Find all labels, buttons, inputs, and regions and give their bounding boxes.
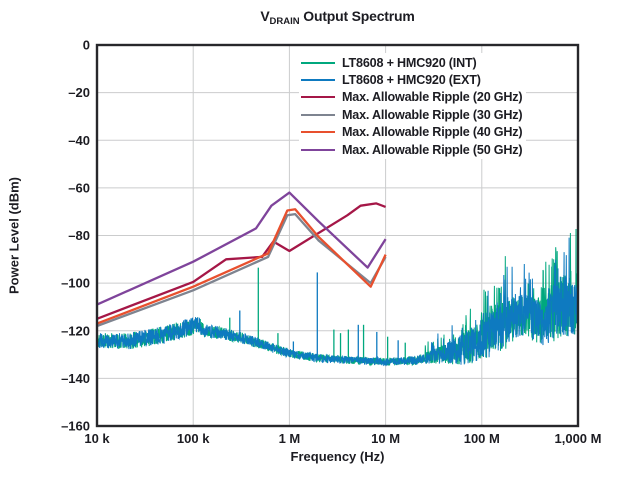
y-tick-label: –40: [68, 133, 90, 148]
y-tick-label: –120: [61, 323, 90, 338]
legend-swatch-ripple-40ghz: [301, 131, 335, 134]
legend-swatch-lt8608-hmc920-int: [301, 61, 335, 64]
legend-swatch-ripple-20ghz: [301, 96, 335, 99]
y-tick-label: –140: [61, 371, 90, 386]
x-tick-label: 10 M: [371, 431, 400, 446]
series-lt8608-hmc920-ext: [96, 237, 579, 367]
legend-row-lt8608-hmc920-ext: LT8608 + HMC920 (EXT): [301, 71, 522, 88]
legend-label-lt8608-hmc920-ext: LT8608 + HMC920 (EXT): [342, 73, 481, 88]
chart-title-prefix: V: [260, 8, 270, 24]
x-tick-label: 100 k: [177, 431, 210, 446]
legend: LT8608 + HMC920 (INT) LT8608 + HMC920 (EX…: [299, 53, 527, 160]
plot-frame: [95, 43, 580, 428]
chart-title: VDRAIN Output Spectrum: [97, 8, 578, 27]
legend-label-lt8608-hmc920-int: LT8608 + HMC920 (INT): [342, 55, 477, 70]
x-tick-label: 1,000 M: [555, 431, 602, 446]
legend-label-ripple-30ghz: Max. Allowable Ripple (30 GHz): [342, 107, 523, 122]
legend-swatch-ripple-50ghz: [301, 148, 335, 151]
legend-label-ripple-50ghz: Max. Allowable Ripple (50 GHz): [342, 142, 523, 157]
y-tick-label: –100: [61, 276, 90, 291]
legend-row-ripple-20ghz: Max. Allowable Ripple (20 GHz): [301, 89, 523, 106]
y-tick-label: 0: [83, 38, 90, 53]
x-tick-label: 100 M: [464, 431, 500, 446]
legend-row-ripple-50ghz: Max. Allowable Ripple (50 GHz): [301, 141, 523, 158]
legend-row-ripple-40ghz: Max. Allowable Ripple (40 GHz): [301, 124, 523, 141]
series-ripple-30ghz: [96, 212, 387, 328]
legend-swatch-lt8608-hmc920-ext: [301, 79, 335, 82]
legend-swatch-ripple-30ghz: [301, 113, 335, 116]
y-tick-label: –20: [68, 85, 90, 100]
x-tick-label: 10 k: [84, 431, 110, 446]
series-ripple-20ghz: [96, 202, 387, 320]
legend-label-ripple-20ghz: Max. Allowable Ripple (20 GHz): [342, 90, 523, 105]
series-ripple-40ghz: [96, 208, 387, 325]
y-tick-label: –60: [68, 180, 90, 195]
x-axis-title: Frequency (Hz): [290, 449, 385, 464]
y-tick-label: –80: [68, 228, 90, 243]
legend-row-ripple-30ghz: Max. Allowable Ripple (30 GHz): [301, 106, 523, 123]
x-tick-label: 1 M: [279, 431, 301, 446]
legend-row-lt8608-hmc920-int: LT8608 + HMC920 (INT): [301, 54, 522, 71]
chart-title-subscript: DRAIN: [269, 16, 300, 27]
chart-title-rest: Output Spectrum: [299, 8, 415, 24]
series-ripple-50ghz: [96, 191, 387, 306]
y-tick-label: –160: [61, 419, 90, 434]
series-lt8608-hmc920-int: [96, 228, 579, 367]
legend-label-ripple-40ghz: Max. Allowable Ripple (40 GHz): [342, 125, 523, 140]
